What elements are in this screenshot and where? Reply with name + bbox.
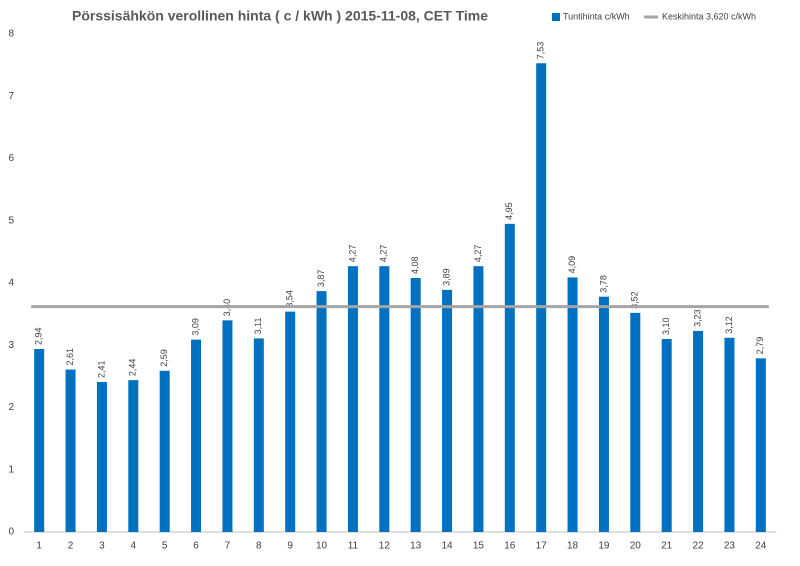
- x-tick-label: 19: [598, 541, 610, 552]
- value-label: 4,27: [347, 245, 357, 263]
- bar: [285, 311, 296, 532]
- x-tick-label: 22: [693, 541, 705, 552]
- value-label: 4,95: [504, 202, 514, 220]
- legend-marker: [552, 13, 560, 21]
- x-tick-label: 16: [504, 541, 516, 552]
- x-tick-label: 9: [287, 541, 293, 552]
- bar: [159, 370, 170, 532]
- value-label: 4,08: [410, 256, 420, 274]
- x-tick-label: 11: [348, 541, 359, 552]
- value-label: 3,52: [630, 291, 640, 309]
- y-tick-label: 8: [8, 29, 14, 40]
- legend-label: Keskihinta 3,620 c/kWh: [662, 11, 756, 21]
- x-tick-label: 15: [473, 541, 485, 552]
- value-label: 3,11: [253, 318, 263, 335]
- bar: [191, 339, 202, 532]
- x-tick-label: 8: [256, 541, 262, 552]
- bar: [567, 277, 578, 532]
- bar: [755, 358, 766, 532]
- x-tick-label: 3: [99, 541, 105, 552]
- bar: [65, 369, 76, 532]
- y-tick-label: 6: [8, 153, 14, 164]
- y-tick-label: 3: [8, 340, 14, 351]
- value-label: 2,94: [34, 327, 44, 345]
- x-tick-label: 12: [379, 541, 391, 552]
- x-tick-label: 1: [36, 541, 42, 552]
- bar: [96, 381, 107, 532]
- x-tick-label: 6: [193, 541, 199, 552]
- bar: [473, 266, 484, 532]
- x-tick-label: 13: [410, 541, 422, 552]
- value-label: 3,87: [316, 270, 326, 288]
- y-tick-label: 0: [8, 527, 14, 538]
- bar: [253, 338, 264, 532]
- value-label: 2,44: [128, 359, 138, 377]
- x-tick-label: 10: [316, 541, 328, 552]
- x-tick-label: 18: [567, 541, 579, 552]
- value-label: 3,78: [598, 275, 608, 293]
- y-tick-label: 2: [8, 402, 14, 413]
- value-label: 2,61: [65, 348, 75, 366]
- x-tick-label: 17: [536, 541, 548, 552]
- bar: [536, 63, 547, 532]
- value-label: 2,41: [96, 360, 106, 378]
- y-tick-label: 4: [8, 278, 14, 289]
- bar: [504, 223, 515, 533]
- value-label: 3,10: [661, 317, 671, 335]
- value-label: 4,27: [379, 245, 389, 263]
- value-label: 4,27: [473, 245, 483, 263]
- bar: [693, 330, 704, 532]
- y-tick-label: 1: [8, 464, 14, 475]
- x-tick-label: 14: [442, 541, 454, 552]
- bar: [34, 348, 45, 532]
- x-tick-label: 21: [661, 541, 673, 552]
- x-tick-label: 5: [162, 541, 168, 552]
- chart-title: Pörssisähkön verollinen hinta ( c / kWh …: [72, 8, 488, 24]
- x-tick-label: 20: [630, 541, 642, 552]
- bar: [661, 339, 672, 532]
- bar: [222, 320, 233, 532]
- value-label: 3,54: [285, 290, 295, 308]
- y-tick-label: 5: [8, 215, 14, 226]
- bar: [724, 337, 735, 532]
- bar: [630, 312, 641, 532]
- y-tick-label: 7: [8, 91, 14, 102]
- bar: [347, 266, 358, 532]
- value-label: 3,23: [692, 309, 702, 327]
- bar: [128, 380, 139, 532]
- value-label: 2,59: [159, 349, 169, 367]
- bar: [598, 296, 609, 532]
- value-label: 3,09: [190, 318, 200, 336]
- value-label: 3,89: [441, 268, 451, 286]
- x-tick-label: 4: [131, 541, 137, 552]
- bar: [379, 266, 390, 532]
- x-tick-label: 2: [68, 541, 74, 552]
- legend-label: Tuntihinta c/kWh: [563, 11, 630, 21]
- x-tick-label: 23: [724, 541, 736, 552]
- value-label: 3,12: [724, 316, 734, 334]
- bar: [410, 278, 421, 532]
- x-tick-label: 24: [755, 541, 767, 552]
- value-label: 7,53: [536, 42, 546, 60]
- value-label: 4,09: [567, 256, 577, 274]
- bar: [316, 291, 327, 532]
- bar: [442, 289, 453, 532]
- x-tick-label: 7: [225, 541, 231, 552]
- value-label: 2,79: [755, 337, 765, 355]
